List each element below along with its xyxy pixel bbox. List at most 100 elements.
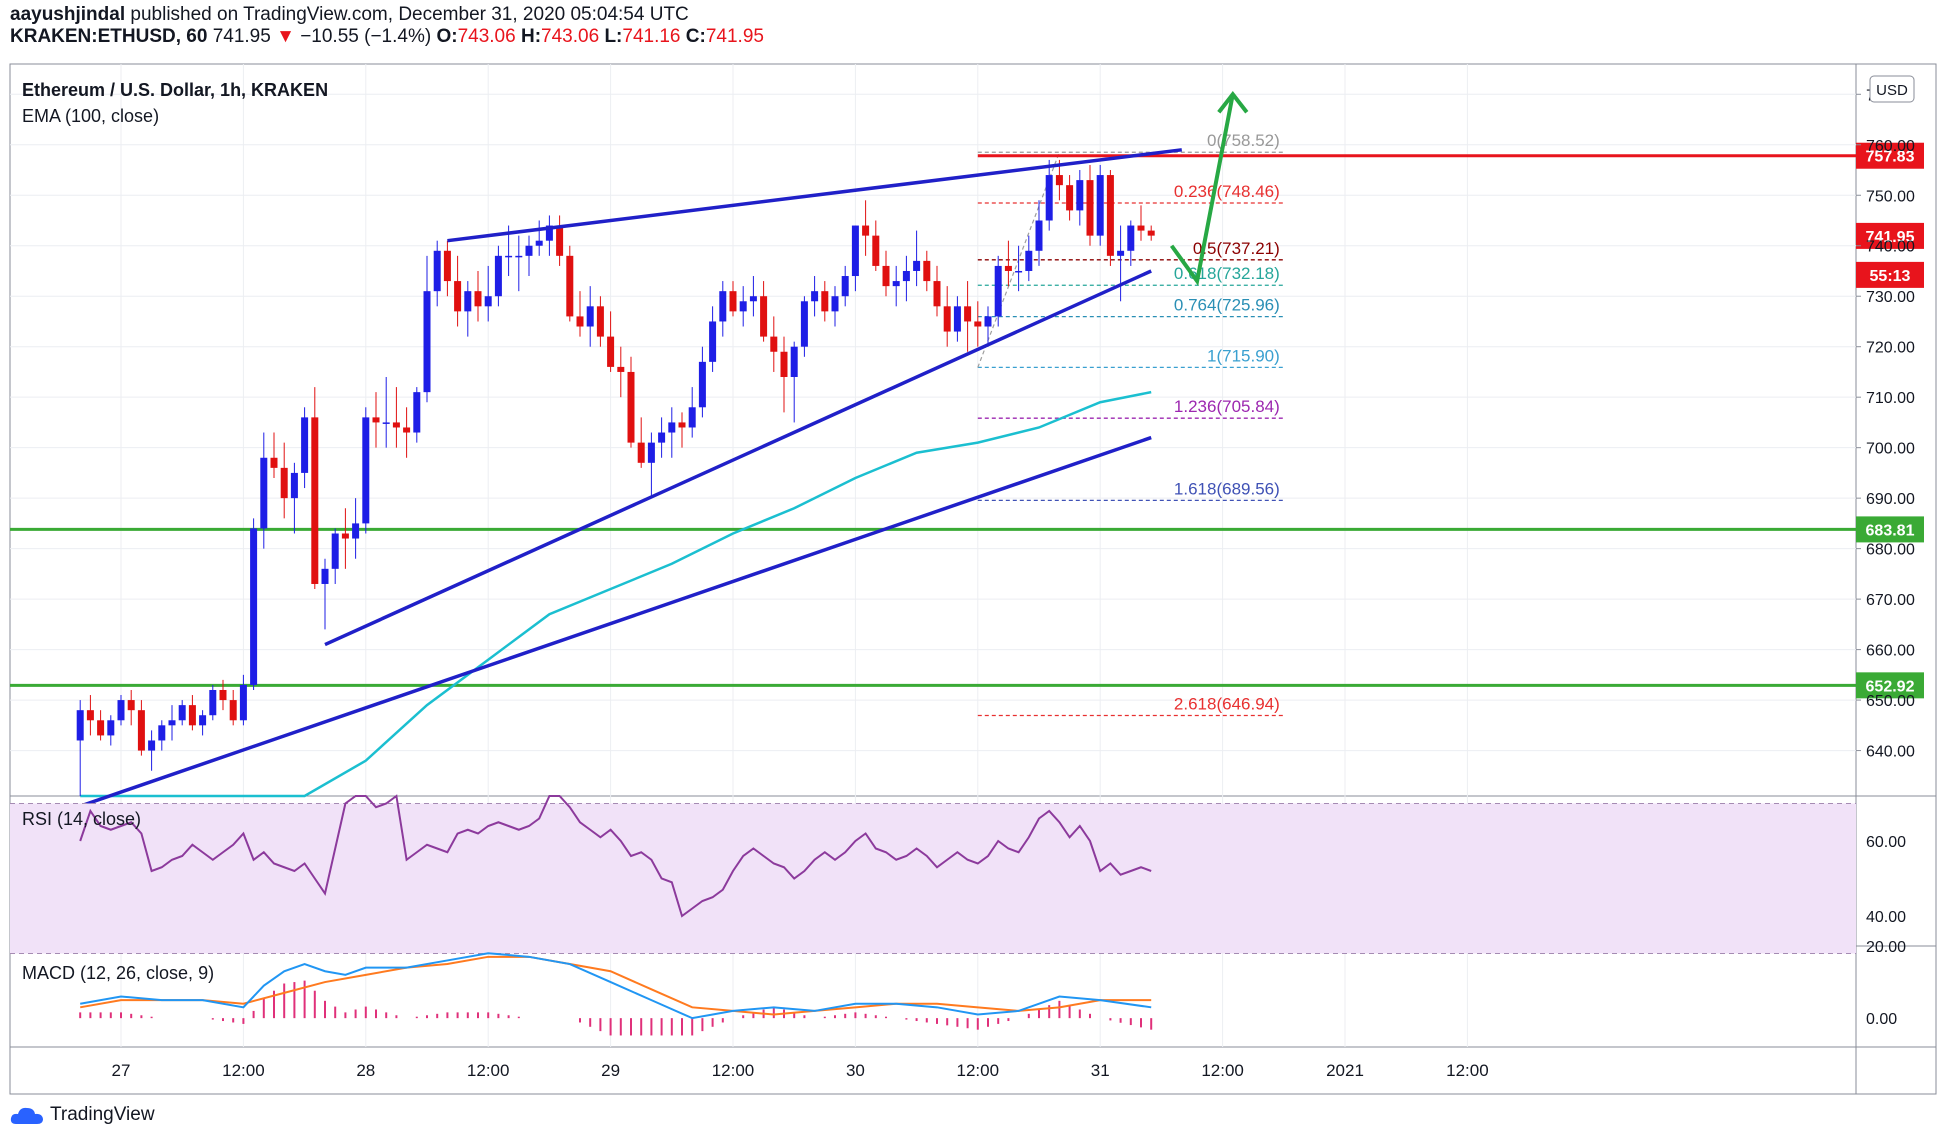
candle-body — [1106, 175, 1114, 256]
candle-body — [943, 306, 951, 332]
candle-body — [260, 457, 268, 529]
candle-body — [117, 700, 125, 721]
currency-button[interactable] — [1869, 75, 1915, 103]
candle-body — [647, 442, 655, 463]
candle-body — [403, 427, 411, 433]
candle-body — [474, 291, 482, 307]
candle-body — [994, 265, 1002, 317]
candle-body — [1117, 250, 1125, 256]
candle-body — [1137, 225, 1145, 231]
publisher-user[interactable]: aayushjindal — [10, 4, 126, 25]
candle-body — [892, 281, 900, 287]
candle-body — [617, 366, 625, 372]
candle-body — [331, 533, 339, 569]
candle-body — [311, 417, 319, 584]
candle-body — [913, 260, 921, 271]
candle-body — [902, 270, 910, 282]
candle-body — [1025, 250, 1033, 271]
candle-body — [168, 720, 176, 726]
y-tick-label: 750.00 — [1866, 188, 1915, 205]
y-tick-label: 640.00 — [1866, 744, 1915, 761]
candle-body — [188, 705, 196, 726]
candle-body — [688, 407, 696, 428]
candle-body — [637, 442, 645, 463]
candle-body — [586, 306, 594, 327]
x-tick-label: 30 — [846, 1061, 865, 1080]
candle-body — [545, 225, 553, 241]
last-price: 741.95 — [212, 26, 271, 47]
down-arrow-icon: ▼ — [276, 26, 295, 47]
candle-body — [464, 291, 472, 312]
rsi-tick-label: 60.00 — [1866, 834, 1906, 851]
candle-body — [1066, 185, 1074, 211]
ema-label: EMA (100, close) — [22, 106, 159, 126]
chart-title: Ethereum / U.S. Dollar, 1h, KRAKEN — [22, 80, 328, 100]
ema-line — [80, 390, 1152, 798]
level-tag-label: 757.83 — [1866, 149, 1915, 166]
candle-body — [851, 225, 859, 277]
candle-body — [321, 568, 329, 584]
candle-body — [729, 291, 737, 312]
symbol[interactable]: KRAKEN:ETHUSD, 60 — [10, 26, 208, 47]
candle-body — [505, 255, 513, 258]
candle-body — [780, 351, 788, 377]
y-tick-label: 650.00 — [1866, 693, 1915, 710]
candle-body — [1076, 180, 1084, 211]
candle-body — [862, 225, 870, 236]
x-tick-label: 27 — [112, 1061, 131, 1080]
candle-body — [556, 225, 564, 256]
x-tick-label: 31 — [1091, 1061, 1110, 1080]
price-tag — [1856, 261, 1924, 288]
candle-body — [413, 392, 421, 433]
candles — [76, 159, 1155, 796]
y-tick-label: 700.00 — [1866, 441, 1915, 458]
candle-body — [341, 533, 349, 539]
candle-body — [984, 316, 992, 327]
x-tick-label: 2021 — [1326, 1061, 1364, 1080]
trendline — [324, 269, 1152, 647]
candle-body — [454, 281, 462, 312]
fib-level-label: 0.5(737.21) — [1193, 239, 1280, 258]
candle-body — [1035, 220, 1043, 251]
candle-body — [515, 255, 523, 258]
candle-body — [1055, 175, 1063, 186]
change: −10.55 (−1.4%) — [300, 26, 432, 47]
macd-pane: 0.00 20.00 — [79, 939, 1906, 1036]
candle-body — [923, 260, 931, 282]
high-value: 743.06 — [541, 26, 600, 47]
candle-body — [974, 321, 982, 327]
candle-body — [627, 371, 635, 443]
candle-body — [229, 700, 237, 721]
y-tick-label: 720.00 — [1866, 340, 1915, 357]
x-tick-label: 12:00 — [467, 1061, 510, 1080]
candle-body — [800, 301, 808, 347]
y-tick-label: 710.00 — [1866, 390, 1915, 407]
candle-body — [362, 417, 370, 524]
candle-body — [392, 422, 400, 428]
low-label: L: — [604, 26, 623, 47]
tradingview-logo[interactable]: TradingView — [10, 1104, 155, 1126]
candle-body — [178, 705, 186, 721]
low-value: 741.16 — [622, 26, 681, 47]
close-value: 741.95 — [705, 26, 764, 47]
x-tick-label: 12:00 — [1201, 1061, 1244, 1080]
y-tick-label: 730.00 — [1866, 289, 1915, 306]
candle-body — [953, 306, 961, 332]
y-tick-label: 680.00 — [1866, 542, 1915, 559]
y-tick-label: 690.00 — [1866, 491, 1915, 508]
candle-body — [1147, 230, 1155, 236]
candle-body — [250, 528, 258, 685]
candle-body — [749, 296, 757, 302]
candle-body — [668, 422, 676, 433]
open-value: 743.06 — [457, 26, 516, 47]
fib-level-label: 1(715.90) — [1207, 346, 1280, 365]
candle-body — [821, 291, 829, 312]
close-label: C: — [685, 26, 706, 47]
rsi-tick-label: 40.00 — [1866, 909, 1906, 926]
candle-body — [97, 720, 105, 736]
macd-signal-line — [80, 955, 1152, 1016]
publisher-text: published on TradingView.com, December 3… — [130, 4, 689, 25]
x-tick-label: 29 — [601, 1061, 620, 1080]
candle-body — [443, 250, 451, 282]
